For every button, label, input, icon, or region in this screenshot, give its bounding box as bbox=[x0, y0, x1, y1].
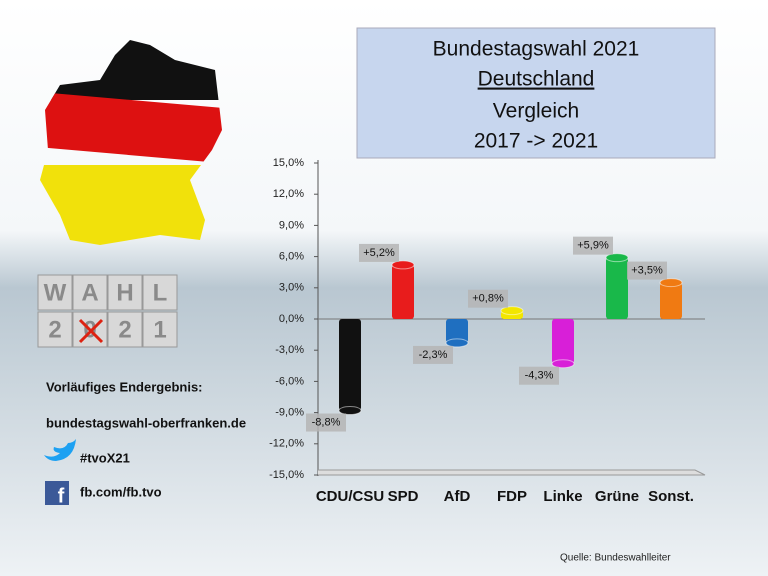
value-label-box bbox=[573, 236, 613, 255]
x-tick-label: Linke bbox=[543, 488, 582, 505]
floor bbox=[318, 469, 706, 476]
y-tick-label: -9,0% bbox=[275, 407, 304, 419]
logo-letter: 2 bbox=[118, 316, 131, 343]
x-tick-label: Sonst. bbox=[648, 488, 694, 505]
bar bbox=[552, 319, 574, 364]
value-label-box bbox=[468, 289, 508, 308]
value-label-box bbox=[306, 413, 346, 432]
value-label-box bbox=[519, 366, 559, 385]
facebook: fb.com/fb.tvo bbox=[80, 484, 162, 499]
y-tick-label: 9,0% bbox=[279, 219, 304, 231]
bar bbox=[446, 319, 468, 343]
logo-letter: L bbox=[153, 279, 168, 306]
title: Vergleich bbox=[493, 100, 579, 123]
logo bbox=[37, 274, 178, 348]
bar-cap bbox=[338, 406, 362, 416]
value-label: +3,5% bbox=[631, 265, 663, 277]
value-label: -2,3% bbox=[419, 349, 448, 361]
y-tick-label: 3,0% bbox=[279, 282, 304, 294]
y-tick-label: -6,0% bbox=[275, 375, 304, 387]
logo-letter: A bbox=[81, 279, 98, 306]
value-label-box bbox=[413, 345, 453, 364]
value-label: +5,9% bbox=[577, 240, 609, 252]
bar-cap bbox=[445, 338, 469, 348]
bar bbox=[606, 257, 628, 319]
source: Quelle: Bundeswahlleiter bbox=[560, 553, 671, 564]
logo-letter: 1 bbox=[153, 316, 166, 343]
value-label: +0,8% bbox=[472, 293, 504, 305]
y-tick-label: -15,0% bbox=[269, 469, 304, 481]
twitter: #tvoX21 bbox=[80, 450, 130, 465]
y-tick-label: 15,0% bbox=[273, 157, 304, 169]
status: Vorläufiges Endergebnis: bbox=[46, 379, 203, 394]
value-label: -8,8% bbox=[312, 416, 341, 428]
title-box bbox=[356, 27, 716, 159]
logo-letter: 2 bbox=[48, 316, 61, 343]
x-tick-label: Grüne bbox=[595, 488, 639, 505]
y-tick-label: 0,0% bbox=[279, 313, 304, 325]
x-tick-label: FDP bbox=[497, 488, 527, 505]
bar-cap bbox=[659, 278, 683, 288]
bar-cap bbox=[551, 359, 575, 369]
twitter-icon bbox=[44, 439, 76, 461]
y-tick-label: 12,0% bbox=[273, 188, 304, 200]
value-label: +5,2% bbox=[363, 247, 395, 259]
bar bbox=[339, 319, 361, 411]
y-tick-label: -12,0% bbox=[269, 438, 304, 450]
title: 2017 -> 2021 bbox=[474, 130, 598, 153]
y-tick-label: -3,0% bbox=[275, 344, 304, 356]
value-label-box bbox=[359, 243, 399, 262]
bar-cap bbox=[500, 306, 524, 316]
value-label: -4,3% bbox=[525, 370, 554, 382]
x-tick-label: CDU/CSU bbox=[316, 488, 384, 505]
bar bbox=[660, 282, 682, 319]
logo-letter: W bbox=[44, 279, 67, 306]
bar bbox=[392, 264, 414, 319]
bar-cap bbox=[605, 253, 629, 263]
y-tick-label: 6,0% bbox=[279, 251, 304, 263]
title: Bundestagswahl 2021 bbox=[433, 38, 640, 61]
value-label-box bbox=[627, 261, 667, 280]
x-tick-label: SPD bbox=[388, 488, 419, 505]
facebook-f: f bbox=[58, 485, 65, 507]
logo-letter: H bbox=[116, 279, 133, 306]
title: Deutschland bbox=[478, 68, 595, 91]
website: bundestagswahl-oberfranken.de bbox=[46, 415, 246, 430]
facebook-icon bbox=[45, 481, 69, 505]
x-tick-label: AfD bbox=[444, 488, 471, 505]
bar-cap bbox=[391, 260, 415, 270]
cross bbox=[78, 318, 104, 344]
